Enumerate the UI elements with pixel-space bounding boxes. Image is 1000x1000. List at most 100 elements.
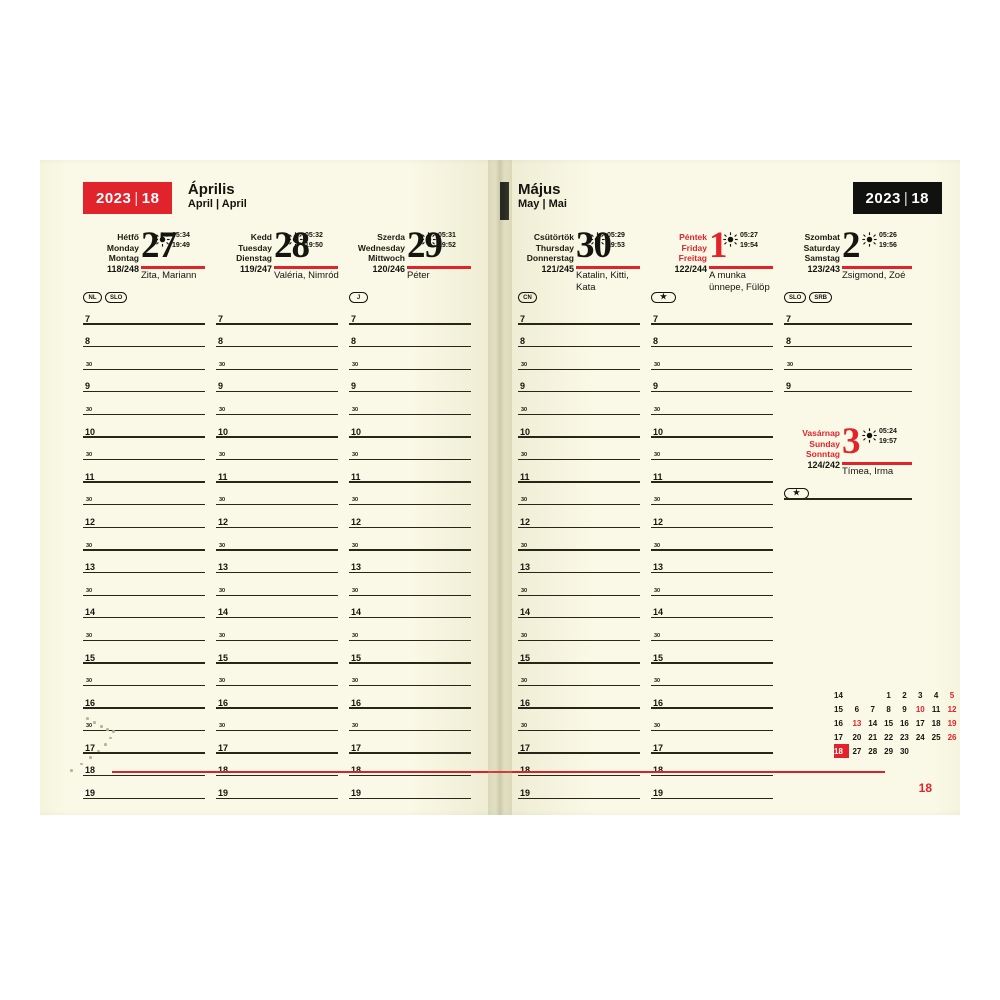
day-29-write-line[interactable] (349, 707, 471, 709)
mini-calendar-day[interactable]: 4 (933, 690, 939, 700)
mini-calendar-day[interactable]: 14 (868, 718, 878, 728)
day-28-write-line[interactable] (216, 345, 338, 348)
day-1-time-row[interactable]: 14 (651, 596, 773, 619)
day-27-time-row[interactable]: 19 (83, 776, 205, 800)
day-27-write-line[interactable] (83, 345, 205, 348)
mini-calendar-day[interactable]: 22 (884, 732, 894, 742)
day-27-time-row[interactable]: 30 (83, 664, 205, 687)
day-1-time-row[interactable]: 18 (651, 754, 773, 777)
mini-calendar-day[interactable]: 26 (947, 732, 957, 742)
day-1-write-line[interactable] (651, 549, 773, 551)
mini-calendar-day[interactable] (912, 744, 928, 758)
day-1-time-row[interactable]: 30 (651, 438, 773, 461)
day-1-write-line[interactable] (651, 368, 773, 370)
day-29-time-row[interactable]: 10 (349, 415, 471, 438)
day-1-write-line[interactable] (651, 639, 773, 641)
day-29-write-line[interactable] (349, 504, 471, 506)
day-2-time-row[interactable]: 8 (784, 325, 912, 348)
day-29-time-row[interactable]: 19 (349, 776, 471, 800)
day-30-time-row[interactable]: 30 (518, 347, 640, 370)
mini-calendar-day[interactable]: 24 (915, 732, 925, 742)
day-1-time-row[interactable]: 15 (651, 641, 773, 664)
day-27-write-line[interactable] (83, 639, 205, 641)
day-28-time-row[interactable]: 16 (216, 686, 338, 709)
day-30-write-line[interactable] (518, 616, 640, 619)
mini-calendar-day[interactable]: 6 (854, 704, 860, 714)
day-28-write-line[interactable] (216, 571, 338, 574)
day-27-write-line[interactable] (83, 685, 205, 687)
day-1-time-row[interactable]: 7 (651, 302, 773, 325)
day-28-time-row[interactable]: 11 (216, 460, 338, 483)
day-29-write-line[interactable] (349, 571, 471, 574)
day-27-write-line[interactable] (83, 413, 205, 415)
day-27-time-row[interactable]: 18 (83, 754, 205, 777)
day-30-time-row[interactable]: 13 (518, 551, 640, 574)
day-29-write-line[interactable] (349, 549, 471, 551)
day-1-write-line[interactable] (651, 459, 773, 461)
day-1-write-line[interactable] (651, 797, 773, 800)
day-1-time-row[interactable]: 8 (651, 325, 773, 348)
day-27-time-row[interactable]: 10 (83, 415, 205, 438)
day-1-write-line[interactable] (651, 594, 773, 596)
day-29-time-row[interactable]: 30 (349, 709, 471, 732)
day-30-write-line[interactable] (518, 504, 640, 506)
day-28-write-line[interactable] (216, 459, 338, 461)
mini-calendar-day[interactable]: 18 (931, 718, 941, 728)
mini-calendar-day[interactable]: 25 (931, 732, 941, 742)
mini-calendar-day[interactable] (928, 744, 944, 758)
day-30-time-row[interactable]: 11 (518, 460, 640, 483)
day-28-time-row[interactable]: 19 (216, 776, 338, 800)
day-1-write-line[interactable] (651, 504, 773, 506)
day-27-write-line[interactable] (83, 797, 205, 800)
day-30-write-line[interactable] (518, 752, 640, 754)
day-29-write-line[interactable] (349, 390, 471, 393)
day-30-time-row[interactable]: 7 (518, 302, 640, 325)
day-29-write-line[interactable] (349, 797, 471, 800)
day-29-time-row[interactable]: 8 (349, 325, 471, 348)
day-30-time-row[interactable]: 9 (518, 370, 640, 393)
mini-calendar-day[interactable]: 3 (918, 690, 923, 700)
day-27-write-line[interactable] (83, 459, 205, 461)
day-29-time-row[interactable]: 30 (349, 438, 471, 461)
day-29-write-line[interactable] (349, 616, 471, 619)
day-28-write-line[interactable] (216, 436, 338, 438)
day-30-time-row[interactable]: 30 (518, 438, 640, 461)
day-27-time-row[interactable]: 7 (83, 302, 205, 325)
day-27-time-row[interactable]: 8 (83, 325, 205, 348)
day-29-time-row[interactable]: 30 (349, 392, 471, 415)
mini-calendar-day[interactable]: 28 (868, 746, 878, 756)
day-1-time-row[interactable]: 30 (651, 392, 773, 415)
mini-calendar-day[interactable]: 2 (902, 690, 907, 700)
day-28-write-line[interactable] (216, 390, 338, 393)
mini-calendar-day[interactable]: 12 (947, 704, 957, 714)
day-30-time-row[interactable]: 8 (518, 325, 640, 348)
day-1-time-row[interactable]: 12 (651, 505, 773, 528)
day-30-write-line[interactable] (518, 571, 640, 574)
day-27-time-row[interactable]: 30 (83, 618, 205, 641)
day-29-time-row[interactable]: 30 (349, 573, 471, 596)
mini-calendar-day[interactable]: 13 (852, 718, 862, 728)
day-28-write-line[interactable] (216, 775, 338, 777)
day-27-write-line[interactable] (83, 730, 205, 732)
day-27-time-row[interactable]: 13 (83, 551, 205, 574)
mini-calendar-day[interactable]: 29 (884, 746, 894, 756)
day-29-write-line[interactable] (349, 526, 471, 528)
day-28-write-line[interactable] (216, 504, 338, 506)
day-30-write-line[interactable] (518, 413, 640, 415)
day-2-write-line[interactable] (784, 390, 912, 393)
day-27-write-line[interactable] (83, 526, 205, 528)
day-28-time-row[interactable]: 30 (216, 392, 338, 415)
mini-calendar-day[interactable]: 27 (852, 746, 862, 756)
day-27-time-row[interactable]: 30 (83, 392, 205, 415)
day-2-time-row[interactable]: 9 (784, 370, 912, 393)
day-27-write-line[interactable] (83, 662, 205, 664)
day-28-time-row[interactable]: 30 (216, 664, 338, 687)
day-28-time-row[interactable]: 10 (216, 415, 338, 438)
day-2-time-row[interactable]: 30 (784, 347, 912, 370)
day-1-time-row[interactable]: 30 (651, 483, 773, 506)
day-28-write-line[interactable] (216, 707, 338, 709)
day-28-time-row[interactable]: 9 (216, 370, 338, 393)
day-30-write-line[interactable] (518, 390, 640, 393)
day-29-time-row[interactable]: 13 (349, 551, 471, 574)
day-29-write-line[interactable] (349, 368, 471, 370)
